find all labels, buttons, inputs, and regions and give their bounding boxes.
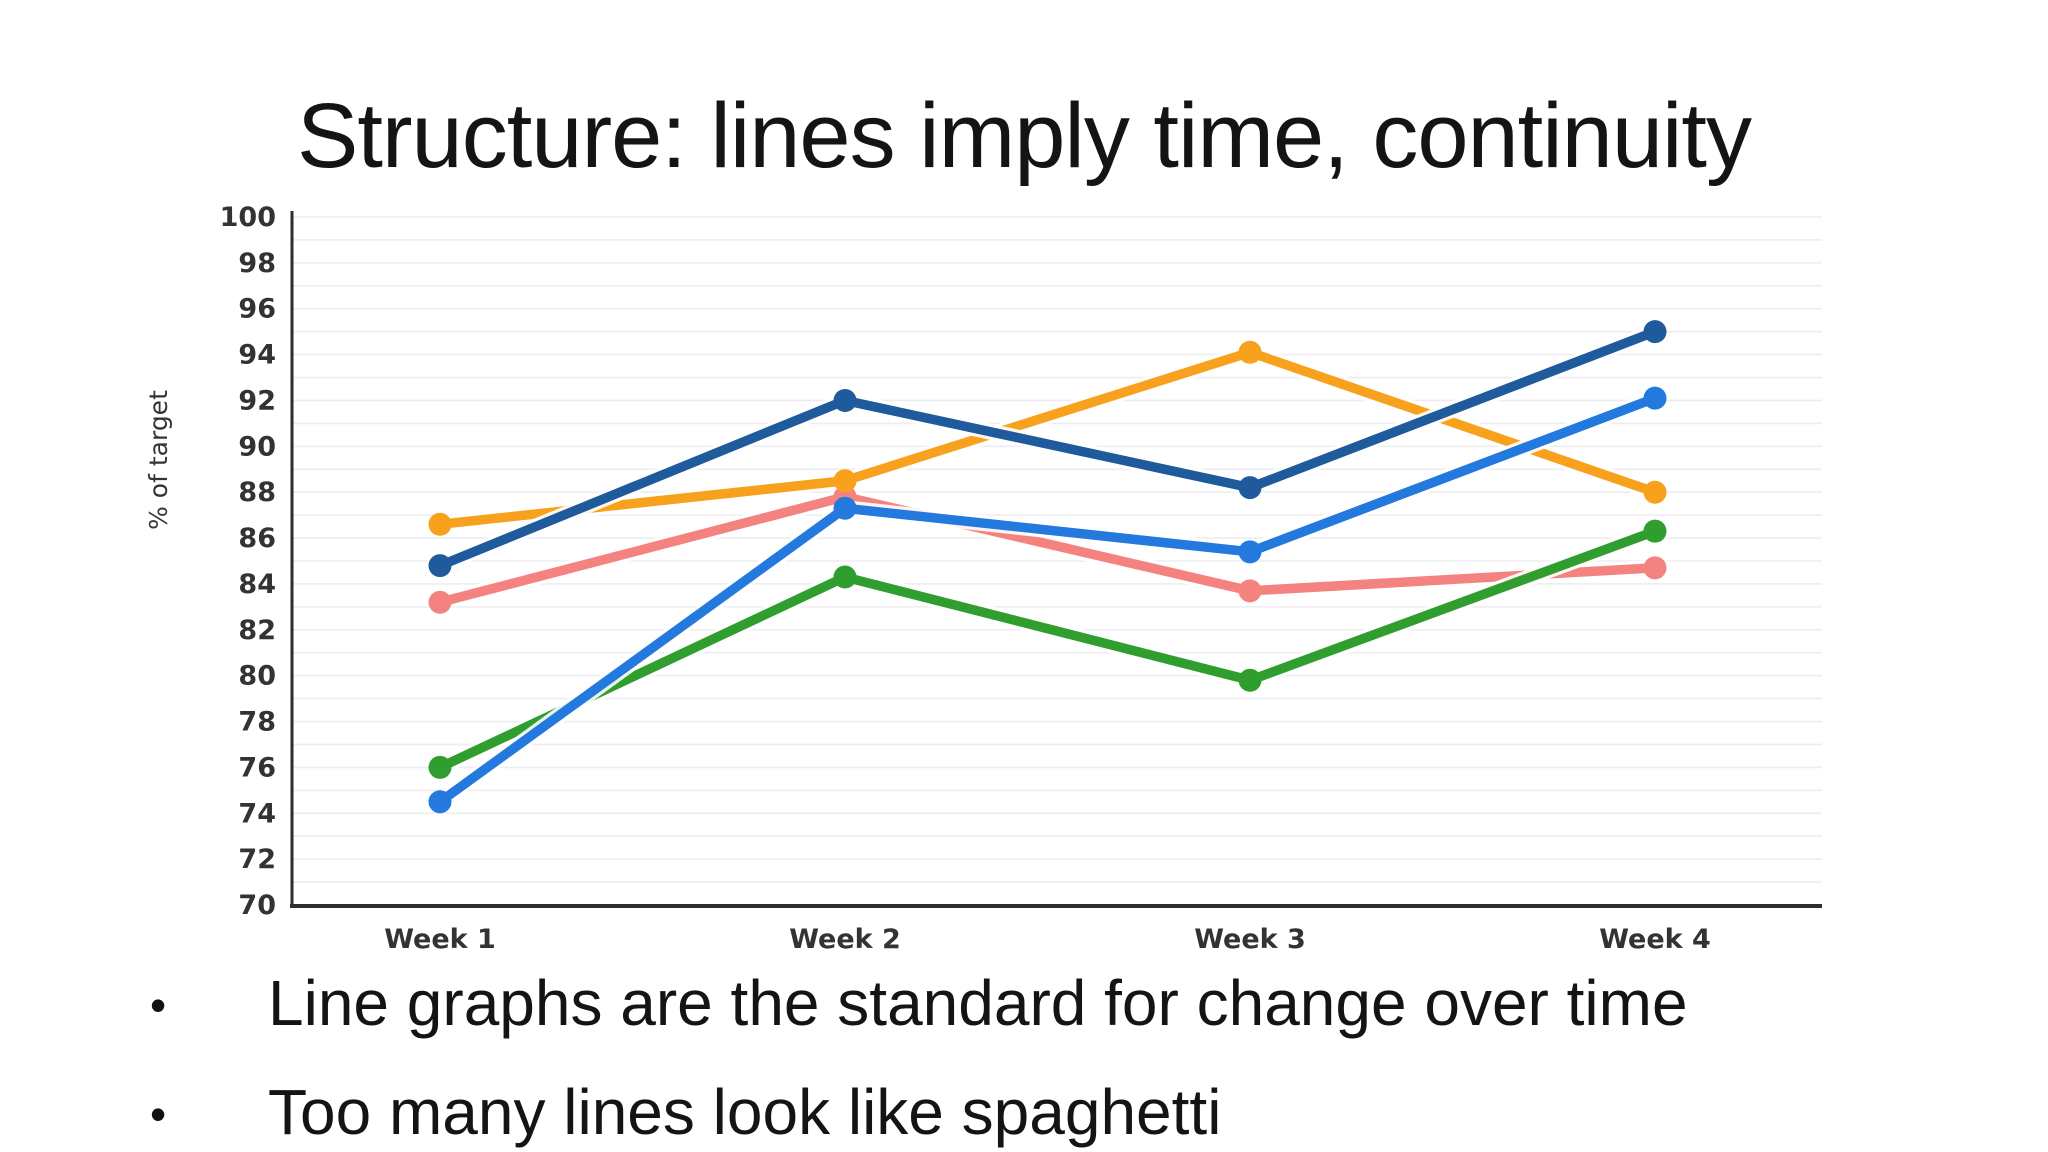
x-tick-label: Week 2 <box>789 924 901 955</box>
y-tick-label: 96 <box>238 294 276 325</box>
y-tick-label: 92 <box>238 385 276 416</box>
series-halo-salmon <box>432 488 1663 611</box>
y-tick-label: 76 <box>238 752 276 783</box>
data-point-green <box>833 565 857 589</box>
data-point-orange <box>1238 340 1262 364</box>
series-halo-green <box>432 523 1663 776</box>
bullet-text: Too many lines look like spaghetti <box>268 1076 1222 1148</box>
y-axis-title: % of target <box>144 390 173 530</box>
y-tick-label: 70 <box>238 890 276 921</box>
series-halo-blue <box>432 390 1663 810</box>
series-halo-navy <box>432 323 1663 574</box>
slide-title: Structure: lines imply time, continuity <box>297 84 1752 187</box>
data-point-navy <box>428 554 452 578</box>
data-point-salmon <box>428 590 452 614</box>
bullet-marker-icon: • <box>150 1088 167 1140</box>
data-point-orange <box>428 512 452 536</box>
data-point-green <box>1238 668 1262 692</box>
data-point-orange <box>1643 480 1667 504</box>
y-tick-label: 72 <box>238 844 276 875</box>
y-tick-label: 84 <box>238 569 276 600</box>
data-point-navy <box>1238 476 1262 500</box>
y-tick-label: 98 <box>238 248 276 279</box>
data-point-salmon <box>833 485 857 509</box>
series-line-orange <box>435 347 1660 530</box>
y-tick-label: 88 <box>238 477 276 508</box>
series-line-navy <box>435 326 1660 571</box>
data-point-salmon <box>1643 556 1667 580</box>
series-line-green <box>435 526 1660 773</box>
y-tick-label: 74 <box>238 798 276 829</box>
data-point-blue <box>1238 540 1262 564</box>
data-point-orange <box>833 469 857 493</box>
series-line-salmon <box>435 492 1660 608</box>
y-tick-label: 82 <box>238 615 276 646</box>
y-tick-label: 78 <box>238 707 276 738</box>
y-tick-label: 80 <box>238 661 276 692</box>
data-point-salmon <box>1238 579 1262 603</box>
y-tick-label: 86 <box>238 523 276 554</box>
bullet-item: • Too many lines look like spaghetti <box>150 1061 2000 1152</box>
data-point-blue <box>428 790 452 814</box>
data-point-blue <box>833 496 857 520</box>
bullet-text: Line graphs are the standard for change … <box>268 967 1688 1039</box>
y-tick-label: 90 <box>238 431 276 462</box>
data-point-green <box>428 755 452 779</box>
x-tick-label: Week 1 <box>384 924 496 955</box>
y-tick-label: 100 <box>220 202 276 233</box>
series-halo-orange <box>432 344 1663 533</box>
x-tick-label: Week 3 <box>1194 924 1306 955</box>
data-point-green <box>1643 519 1667 543</box>
data-point-blue <box>1643 386 1667 410</box>
data-point-navy <box>833 388 857 412</box>
bullet-list: • Line graphs are the standard for chang… <box>150 952 2000 1152</box>
bullet-marker-icon: • <box>150 979 167 1031</box>
x-tick-label: Week 4 <box>1599 924 1711 955</box>
series-line-blue <box>435 393 1660 807</box>
data-point-navy <box>1643 320 1667 344</box>
bullet-item: • Line graphs are the standard for chang… <box>150 952 2000 1061</box>
y-tick-label: 94 <box>238 340 276 371</box>
